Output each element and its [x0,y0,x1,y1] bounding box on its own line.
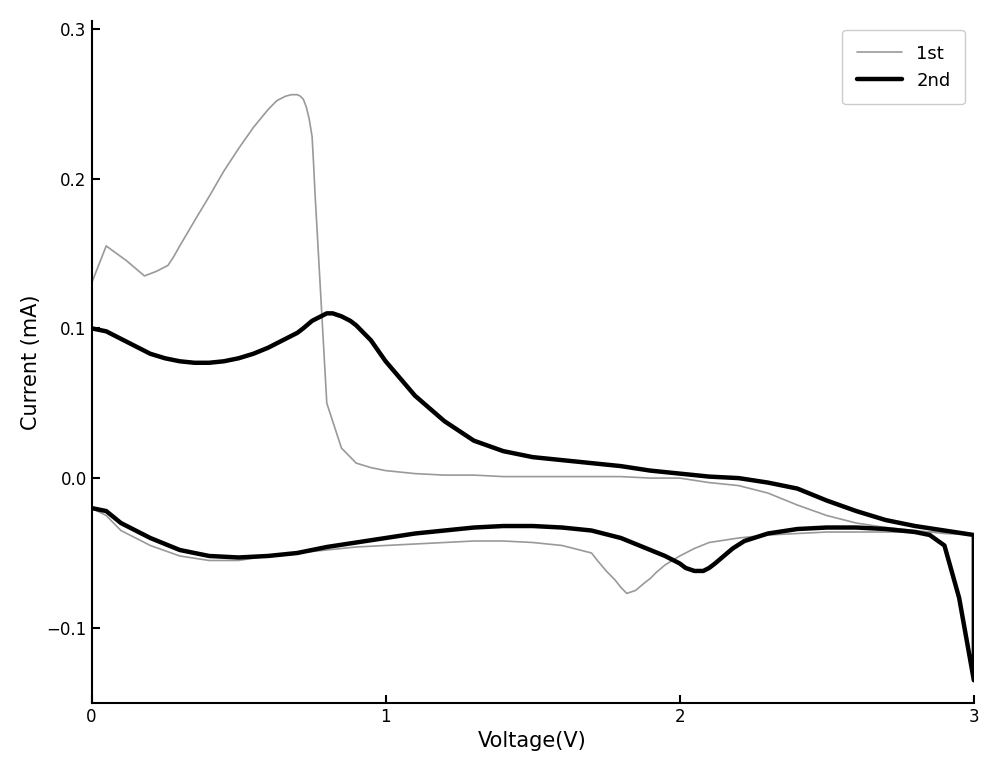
1st [615,583,627,592]
Line: 1st: 1st [92,95,974,594]
Y-axis label: Current (mA): Current (mA) [21,294,41,430]
Line: 2nd: 2nd [92,313,974,680]
1st [650,568,662,577]
1st [674,551,686,560]
2nd [468,523,480,532]
1st [85,279,98,288]
2nd [321,309,333,318]
1st [291,90,303,100]
1st [286,90,298,100]
2nd [291,328,303,337]
1st [630,586,642,595]
2nd [438,417,450,426]
2nd [85,503,98,513]
2nd [968,676,980,685]
1st [85,503,98,513]
2nd [762,478,774,487]
2nd [85,323,98,333]
1st [621,589,633,598]
1st [150,267,162,276]
2nd [336,312,348,321]
2nd [968,530,980,540]
Legend: 1st, 2nd: 1st, 2nd [842,30,965,104]
X-axis label: Voltage(V): Voltage(V) [478,731,587,751]
